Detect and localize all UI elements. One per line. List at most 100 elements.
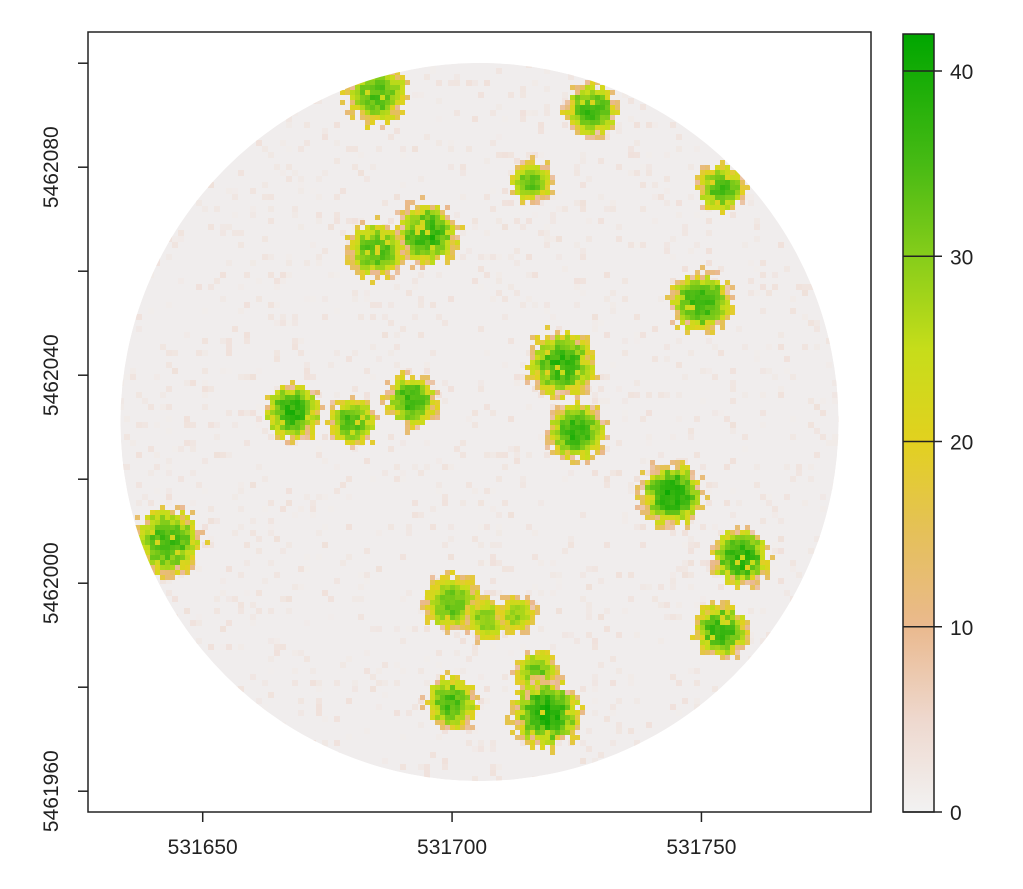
crown-cell [295,415,300,420]
crown-cell [515,615,520,620]
ground-cell [790,656,796,662]
crown-cell [695,290,700,295]
crown-cell [375,105,380,110]
crown-cell [295,395,300,400]
ground-cell [658,32,664,38]
crown-cell [295,405,300,410]
ground-cell [178,92,184,98]
crown-cell [720,325,725,330]
crown-cell [430,240,435,245]
crown-cell [355,95,360,100]
ground-cell [490,206,496,212]
ground-cell [610,710,616,716]
ground-cell [784,368,790,374]
crown-cell [595,375,600,380]
ground-cell [208,506,214,512]
crown-cell [420,225,425,230]
ground-cell [244,272,250,278]
crown-cell [565,730,570,735]
crown-cell [525,690,530,695]
ground-cell [148,176,154,182]
crown-cell [760,560,765,565]
crown-cell [725,165,730,170]
crown-cell [425,245,430,250]
crown-cell [705,180,710,185]
crown-cell [665,470,670,475]
crown-cell [435,715,440,720]
crown-cell [160,540,165,545]
ground-cell [712,482,718,488]
ground-cell [604,608,610,614]
crown-cell [515,735,520,740]
ground-cell [268,692,274,698]
ground-cell [226,410,232,416]
crown-cell [690,510,695,515]
ground-cell [310,506,316,512]
crown-cell [720,630,725,635]
ground-cell [814,176,820,182]
crown-cell [380,245,385,250]
crown-cell [395,265,400,270]
ground-cell [658,584,664,590]
crown-cell [575,430,580,435]
crown-cell [400,240,405,245]
ground-cell [778,332,784,338]
crown-cell [365,260,370,265]
crown-cell [530,655,535,660]
crown-cell [385,250,390,255]
ground-cell [754,146,760,152]
ground-cell [496,278,502,284]
crown-cell [695,275,700,280]
crown-cell [400,100,405,105]
crown-cell [350,85,355,90]
ground-cell [406,524,412,530]
tree-crown [265,380,325,445]
crown-cell [765,570,770,575]
crown-cell [525,665,530,670]
crown-cell [555,370,560,375]
crown-cell [355,105,360,110]
ground-cell [862,608,868,614]
crown-cell [370,230,375,235]
crown-cell [580,420,585,425]
ground-cell [478,326,484,332]
crown-cell [570,410,575,415]
crown-cell [405,425,410,430]
ground-cell [850,152,856,158]
ground-cell [214,134,220,140]
crown-cell [585,455,590,460]
crown-cell [165,540,170,545]
ground-cell [214,776,220,782]
crown-cell [580,105,585,110]
ground-cell [334,194,340,200]
ground-cell [190,776,196,782]
ground-cell [100,218,106,224]
ground-cell [130,782,136,788]
crown-cell [190,545,195,550]
crown-cell [460,575,465,580]
crown-cell [460,595,465,600]
ground-cell [478,44,484,50]
ground-cell [136,80,142,86]
crown-cell [670,480,675,485]
crown-cell [665,510,670,515]
crown-cell [270,415,275,420]
crown-cell [425,215,430,220]
ground-cell [766,188,772,194]
ground-cell [730,512,736,518]
ground-cell [604,476,610,482]
crown-cell [330,425,335,430]
crown-cell [450,615,455,620]
crown-cell [450,225,455,230]
crown-cell [370,100,375,105]
ground-cell [142,398,148,404]
ground-cell [232,686,238,692]
ground-cell [700,740,706,746]
ground-cell [688,536,694,542]
crown-cell [540,740,545,745]
crown-cell [695,630,700,635]
ground-cell [292,584,298,590]
crown-cell [495,625,500,630]
ground-cell [424,764,430,770]
crown-cell [535,360,540,365]
